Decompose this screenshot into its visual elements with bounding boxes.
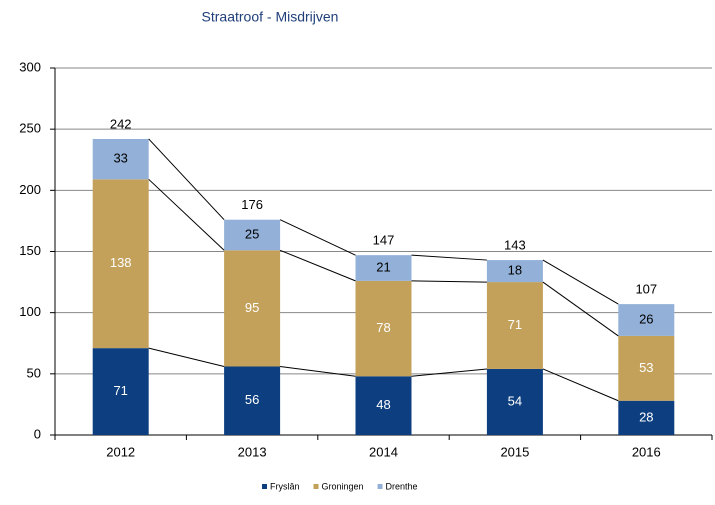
data-label: 54 [508,393,522,408]
data-label: 53 [639,360,653,375]
bar-segment [355,280,412,377]
bar-segment [224,366,281,435]
data-label: 56 [245,392,259,407]
connector-line [542,281,619,337]
y-tick-label: 100 [19,304,41,319]
data-label: 71 [508,317,522,332]
bar-segment [618,304,675,336]
connector-line [279,249,356,282]
bar-segment [355,376,412,435]
data-label: 25 [245,226,259,241]
connector-line [148,347,225,367]
bar-segment [618,335,675,401]
bar-segment [224,250,281,367]
connector-line [542,368,619,402]
legend-label: Fryslân [270,481,300,491]
total-label: 143 [504,238,526,253]
legend-label: Groningen [322,481,364,491]
connector-line [279,219,356,256]
x-tick-label: 2012 [106,444,135,459]
total-label: 176 [241,197,263,212]
data-label: 95 [245,300,259,315]
legend-swatch [262,484,267,489]
bar-segment [92,348,149,435]
legend-swatch [377,484,383,489]
total-label: 107 [635,282,657,297]
y-tick-label: 200 [19,182,41,197]
data-label: 48 [376,397,390,412]
x-tick-label: 2015 [500,444,529,459]
connector-line [148,138,225,221]
connector-line [148,178,225,251]
bar-segment [355,255,412,281]
connector-line [411,368,487,377]
bar-segment [486,368,543,435]
y-tick-label: 150 [19,243,41,258]
data-label: 28 [639,409,653,424]
bar-segment [486,282,543,369]
bar-segment [486,260,543,283]
y-tick-label: 300 [19,59,41,74]
legend-label: Drenthe [386,481,418,491]
total-label: 242 [110,116,132,131]
bar-segment [92,138,149,180]
data-label: 138 [110,255,132,270]
x-tick-label: 2016 [632,444,661,459]
data-label: 18 [508,263,522,278]
x-tick-label: 2014 [369,444,398,459]
data-label: 33 [113,151,127,166]
bar-segment [618,400,675,435]
data-label: 21 [376,259,390,274]
data-label: 26 [639,311,653,326]
data-label: 78 [376,320,390,335]
bar-segment [92,179,149,349]
connector-line [411,280,487,283]
connector-line [411,254,487,261]
bar-segment [224,219,281,251]
x-tick-label: 2013 [238,444,267,459]
total-label: 147 [373,233,395,248]
y-tick-label: 250 [19,121,41,136]
connector-line [280,365,356,377]
connector-line [542,259,619,305]
data-label: 71 [113,383,127,398]
legend-swatch [313,484,319,489]
y-tick-label: 0 [34,426,41,441]
y-tick-label: 50 [27,365,41,380]
chart-title: Straatroof - Misdrijven [202,9,339,25]
